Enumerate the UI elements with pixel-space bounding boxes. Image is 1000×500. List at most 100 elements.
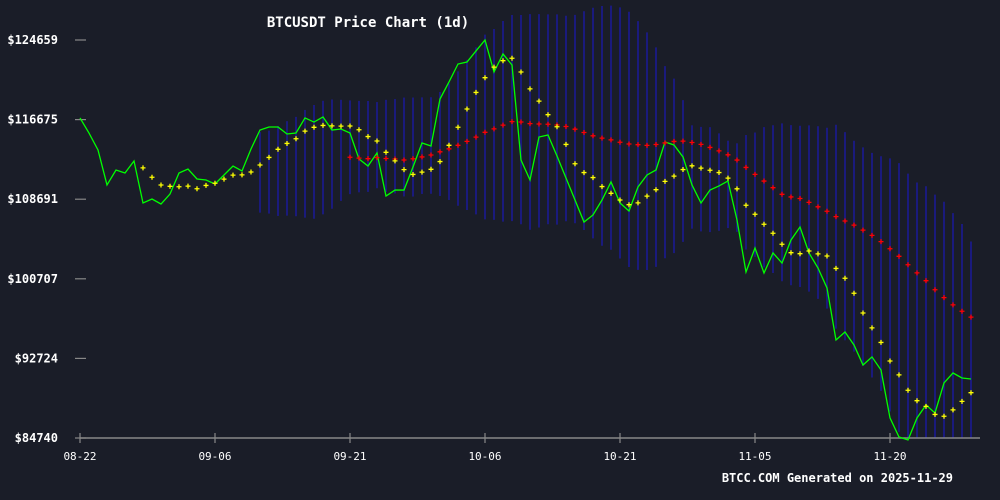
ma-short-marker: [356, 127, 362, 133]
ma-long-marker: [941, 295, 947, 301]
ma-short-marker: [194, 186, 200, 192]
ma-short-marker: [581, 170, 587, 176]
ma-short-marker: [608, 190, 614, 196]
bollinger-bands: [259, 5, 972, 438]
ma-long-marker: [878, 239, 884, 245]
ma-short-marker: [563, 141, 569, 147]
y-tick-label: $116675: [7, 113, 58, 127]
ma-long-marker: [644, 142, 650, 148]
ma-short-marker: [680, 167, 686, 173]
ma-short-marker: [329, 123, 335, 129]
ma-long-marker: [680, 138, 686, 144]
ma-long-marker: [653, 142, 659, 148]
ma-long-marker: [599, 135, 605, 141]
ma-long-marker: [797, 196, 803, 202]
ma-long-marker: [815, 204, 821, 210]
ma-short-marker: [410, 171, 416, 177]
ma-long-marker: [419, 154, 425, 160]
ma-short-marker: [392, 158, 398, 164]
ma-short-marker: [401, 167, 407, 173]
ma-long-marker: [743, 164, 749, 170]
ma-long-marker: [383, 155, 389, 161]
ma-short-marker: [860, 310, 866, 316]
ma-short-marker: [743, 202, 749, 208]
ma-short-marker: [482, 75, 488, 81]
ma-short-marker: [842, 275, 848, 281]
ma-long-marker: [500, 122, 506, 128]
ma-long-marker: [707, 144, 713, 150]
ma-short-marker: [518, 69, 524, 75]
ma-long-marker: [545, 121, 551, 127]
ma-short-marker: [500, 58, 506, 64]
ma-long-marker: [788, 194, 794, 200]
y-tick-label: $100707: [7, 272, 58, 286]
ma-short-marker: [149, 174, 155, 180]
ma-short-marker: [221, 176, 227, 182]
ma-long-marker: [617, 139, 623, 145]
ma-short-marker: [248, 169, 254, 175]
ma-long-marker: [761, 178, 767, 184]
ma-short-marker: [662, 178, 668, 184]
ma-short-marker: [293, 136, 299, 142]
ma-short-marker: [725, 175, 731, 181]
ma-long-marker: [608, 137, 614, 143]
ma-long-marker: [356, 155, 362, 161]
ma-short-marker: [320, 122, 326, 128]
x-axis-ticks: 08-22 09-06 09-21 10-06 10-21 11-05 11-20: [63, 433, 907, 463]
ma-short-marker: [869, 325, 875, 331]
ma-short-marker: [284, 140, 290, 146]
ma-short-marker: [590, 175, 596, 181]
ma-long-marker: [455, 142, 461, 148]
ma-short-marker: [968, 390, 974, 396]
chart-title: BTCUSDT Price Chart (1d): [267, 15, 469, 31]
ma-long-marker: [626, 141, 632, 147]
ma-short-marker: [833, 265, 839, 271]
ma-short-marker: [716, 170, 722, 176]
ma-long-marker: [401, 157, 407, 163]
y-tick-label: $84740: [15, 431, 58, 445]
ma-long-marker: [428, 152, 434, 158]
ma-long-marker: [725, 152, 731, 158]
ma-short-marker: [959, 398, 965, 404]
ma-long-marker: [518, 119, 524, 125]
ma-short-marker: [554, 124, 560, 130]
x-tick-label: 11-20: [873, 450, 906, 463]
ma-short-marker: [644, 193, 650, 199]
x-tick-label: 09-21: [333, 450, 366, 463]
ma-long-marker: [923, 278, 929, 284]
ma-short-marker: [185, 183, 191, 189]
ma-short-marker: [779, 241, 785, 247]
ma-short-marker: [230, 172, 236, 178]
ma-long-marker: [860, 227, 866, 233]
ma-short-marker: [752, 211, 758, 217]
ma-long-marker: [671, 138, 677, 144]
ma-short-marker: [626, 202, 632, 208]
close-price-line: [79, 38, 972, 441]
ma-short-marker: [473, 89, 479, 95]
ma-long-marker: [698, 141, 704, 147]
ma-long-marker: [806, 199, 812, 205]
x-tick-label: 08-22: [63, 450, 96, 463]
ma-short-marker: [770, 230, 776, 236]
ma-short-marker: [257, 162, 263, 168]
ma-long-marker: [473, 134, 479, 140]
ma-long-marker: [374, 155, 380, 161]
ma-short-marker: [545, 112, 551, 118]
ma-long-marker: [509, 119, 515, 125]
ma-short-marker: [347, 123, 353, 129]
ma-short-marker: [950, 407, 956, 413]
ma-short-marker: [464, 106, 470, 112]
ma-short-marker: [653, 187, 659, 193]
ma-long-marker: [752, 171, 758, 177]
x-tick-label: 10-06: [468, 450, 501, 463]
ma-short-marker: [617, 197, 623, 203]
ma-short-marker: [239, 172, 245, 178]
ma-short-marker: [824, 253, 830, 259]
ma-long-marker: [689, 139, 695, 145]
ma-long-marker: [833, 214, 839, 220]
ma-long-marker: [581, 130, 587, 136]
ma-short-marker: [176, 184, 182, 190]
ma-short-marker: [698, 165, 704, 171]
